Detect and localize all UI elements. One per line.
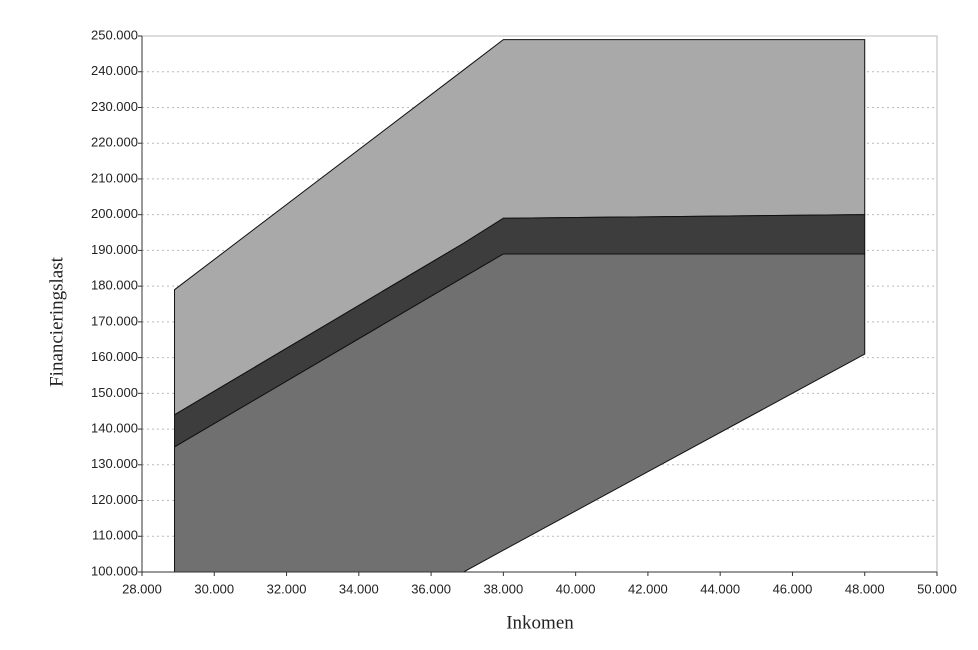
x-tick-label: 50.000 xyxy=(917,581,957,596)
x-tick-label: 36.000 xyxy=(411,581,451,596)
y-tick-label: 110.000 xyxy=(92,528,138,543)
y-tick-label: 150.000 xyxy=(91,385,138,400)
x-tick-label: 30.000 xyxy=(194,581,234,596)
y-tick-label: 170.000 xyxy=(91,313,138,328)
y-tick-label: 130.000 xyxy=(91,456,138,471)
x-axis-title: Inkomen xyxy=(506,612,574,633)
x-tick-label: 48.000 xyxy=(845,581,885,596)
x-tick-label: 46.000 xyxy=(773,581,813,596)
y-tick-label: 140.000 xyxy=(91,421,138,436)
x-tick-label: 38.000 xyxy=(483,581,523,596)
y-tick-label: 200.000 xyxy=(91,206,138,221)
x-tick-label: 34.000 xyxy=(339,581,379,596)
y-tick-label: 100.000 xyxy=(91,563,138,578)
y-tick-label: 160.000 xyxy=(91,349,138,364)
y-tick-label: 180.000 xyxy=(91,278,138,293)
y-tick-label: 210.000 xyxy=(91,170,138,185)
x-tick-label: 44.000 xyxy=(700,581,740,596)
x-tick-label: 42.000 xyxy=(628,581,668,596)
x-tick-label: 28.000 xyxy=(122,581,162,596)
y-tick-label: 120.000 xyxy=(91,492,138,507)
y-tick-label: 240.000 xyxy=(91,63,138,78)
x-tick-label: 32.000 xyxy=(267,581,307,596)
y-tick-label: 250.000 xyxy=(91,27,138,42)
y-tick-label: 220.000 xyxy=(91,135,138,150)
y-tick-label: 190.000 xyxy=(91,242,138,257)
y-tick-label: 230.000 xyxy=(91,99,138,114)
x-tick-label: 40.000 xyxy=(556,581,596,596)
y-axis-title: Financieringslast xyxy=(46,256,67,387)
